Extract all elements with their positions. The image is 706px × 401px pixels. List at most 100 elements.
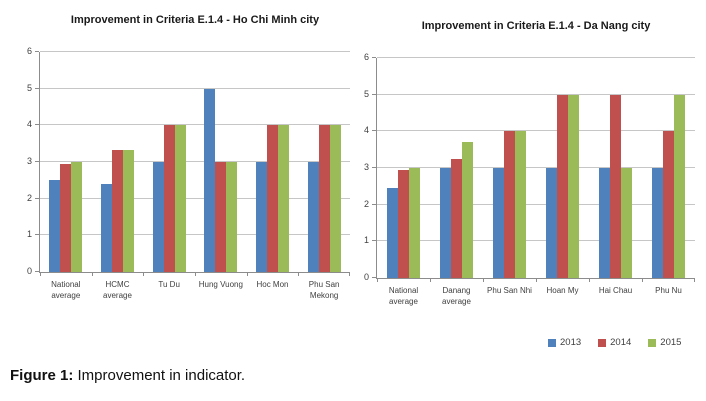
bar-2015: [226, 162, 238, 272]
y-axis-tick: [372, 240, 376, 242]
legend-swatch-2014-icon: [598, 338, 607, 347]
bar-2015: [462, 142, 473, 278]
x-axis-tick: [143, 272, 145, 276]
x-axis-label: HCMC average: [103, 280, 132, 300]
x-axis-label: Tu Du: [158, 280, 180, 289]
y-axis-tick: [372, 277, 376, 278]
bar-2013: [49, 180, 61, 272]
gridline: [377, 57, 695, 58]
bar-2014: [215, 162, 227, 272]
x-axis-tick: [430, 278, 431, 282]
bar-2015: [278, 125, 289, 272]
bar-2013: [493, 168, 504, 278]
bar-2015: [674, 94, 685, 278]
legend-item-2015: 2015: [648, 337, 681, 348]
x-axis-tick: [195, 272, 196, 276]
bar-2015: [174, 125, 186, 272]
x-axis-label: Hoc Mon: [256, 280, 289, 289]
y-axis-tick: [35, 161, 39, 162]
x-axis-label: Phu San Mekong: [308, 280, 340, 300]
bar-2013: [101, 184, 112, 272]
y-axis-line: [376, 58, 377, 278]
plot-area-ho-chi-minh: 0 1 2 3 4 5 6 National average HCMC average Tu Du…: [27, 46, 350, 300]
bar-2015: [568, 94, 579, 278]
x-axis-tick: [694, 278, 695, 282]
bar-2014: [112, 149, 123, 272]
x-axis-tick: [91, 272, 93, 276]
x-axis-label: National average: [51, 280, 81, 300]
y-axis-tick-label: 0: [26, 266, 32, 276]
bar-2013: [546, 168, 557, 278]
gridline: [40, 87, 350, 89]
gridline: [377, 240, 695, 242]
bar-2014: [610, 94, 621, 278]
legend-swatch-2015-icon: [648, 338, 657, 347]
x-axis-label: Hung Vuong: [198, 280, 243, 289]
bar-2014: [60, 163, 72, 272]
legend-label-2013: 2013: [560, 337, 582, 348]
x-axis-tick: [349, 272, 350, 276]
x-axis-label: Danang average: [442, 286, 471, 306]
legend-item-2013: 2013: [548, 337, 581, 348]
bar-2014: [451, 158, 462, 278]
bar-2015: [409, 168, 420, 278]
bar-2013: [652, 168, 663, 278]
y-axis-tick-label: 6: [26, 46, 32, 56]
y-axis-tick: [35, 51, 39, 52]
y-axis-tick-label: 2: [363, 198, 369, 209]
bar-2014: [267, 125, 278, 272]
bar-2014: [663, 131, 674, 278]
bar-2015: [515, 131, 526, 278]
y-axis-line: [39, 52, 40, 272]
bar-2015: [329, 125, 341, 272]
x-axis-line: [376, 278, 695, 279]
y-axis-tick: [35, 234, 39, 236]
bar-2013: [152, 162, 164, 272]
x-axis-label: National average: [388, 286, 419, 306]
gridline: [40, 197, 350, 199]
x-axis-tick: [589, 278, 590, 282]
y-axis-tick: [372, 57, 376, 58]
gridline: [40, 161, 350, 162]
y-axis-tick: [372, 130, 376, 132]
bar-2014: [163, 125, 175, 272]
bar-2013: [256, 162, 267, 272]
bar-2013: [440, 168, 451, 278]
x-axis-line: [39, 272, 350, 273]
x-axis-label: Hai Chau: [598, 286, 633, 295]
y-axis-tick-label: 5: [26, 82, 32, 93]
legend-label-2014: 2014: [610, 337, 632, 348]
bar-2014: [398, 169, 409, 278]
bar-2014: [318, 125, 330, 272]
y-axis-tick: [372, 167, 376, 168]
chart-legend: 2013 2014 2015: [548, 337, 681, 348]
figure-caption-text: Improvement in indicator.: [73, 367, 246, 384]
y-axis-tick: [372, 203, 376, 205]
bar-2014: [557, 94, 568, 278]
x-axis-tick: [40, 272, 41, 276]
gridline: [40, 234, 350, 236]
x-axis-tick: [536, 278, 537, 282]
y-axis-tick: [35, 124, 39, 126]
gridline: [377, 130, 695, 132]
bar-2013: [307, 162, 319, 272]
y-axis-tick: [35, 87, 39, 89]
bar-2014: [504, 131, 515, 278]
chart-ho-chi-minh: Improvement in Criteria E.1.4 - Ho Chi M…: [8, 8, 352, 318]
x-axis-tick: [377, 278, 378, 282]
figure-caption-label: Figure 1:: [10, 367, 74, 384]
y-axis-tick-label: 5: [363, 88, 369, 99]
x-axis-tick: [642, 278, 643, 282]
legend-item-2014: 2014: [598, 337, 631, 348]
legend-swatch-2013-icon: [548, 338, 556, 347]
bar-2013: [599, 168, 610, 278]
bar-2013: [204, 88, 216, 272]
y-axis-tick-label: 1: [26, 229, 32, 240]
x-axis-label: Phu San Nhi: [487, 286, 532, 295]
legend-label-2015: 2015: [660, 337, 682, 348]
chart-da-nang: Improvement in Criteria E.1.4 - Da Nang …: [355, 14, 703, 324]
chart-title-da-nang: Improvement in Criteria E.1.4 - Da Nang …: [421, 20, 651, 32]
y-axis-tick-label: 1: [363, 235, 369, 246]
bar-2015: [123, 149, 134, 272]
